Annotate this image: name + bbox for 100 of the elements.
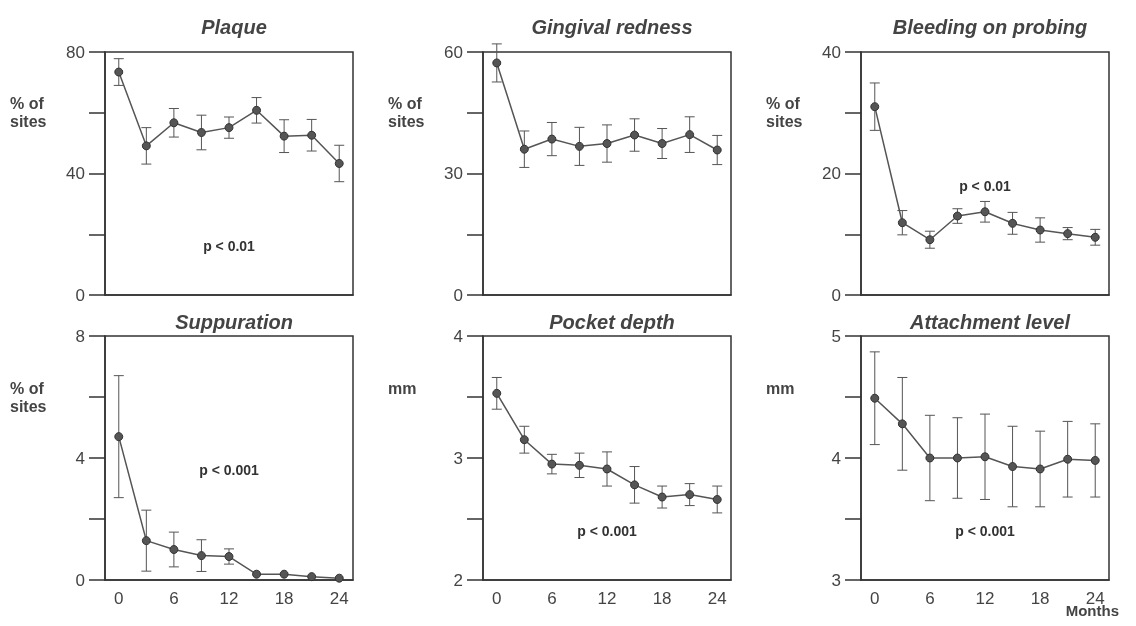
point <box>574 141 584 151</box>
y-axis-title: % of sites <box>10 95 49 131</box>
point <box>252 569 262 579</box>
annotation: p < 0.001 <box>955 523 1015 540</box>
point <box>547 459 557 469</box>
point <box>307 572 317 582</box>
point <box>1035 225 1045 235</box>
chart-title: Suppuration <box>175 311 293 333</box>
y-tick-label: 40 <box>66 164 85 183</box>
x-tick-label: 6 <box>169 589 179 608</box>
chart-title: Plaque <box>201 16 267 38</box>
y-tick-label: 60 <box>444 42 463 62</box>
point <box>897 419 907 429</box>
y-tick-label: 0 <box>831 285 841 305</box>
annotation: p < 0.01 <box>959 177 1012 194</box>
point <box>196 128 206 137</box>
point <box>279 569 289 579</box>
point <box>1063 454 1073 464</box>
point <box>224 552 234 562</box>
point <box>685 130 695 140</box>
x-tick-label: 0 <box>492 589 502 608</box>
x-tick-label: 12 <box>597 589 617 608</box>
x-tick-label: 18 <box>1030 589 1050 608</box>
chart-title: Attachment level <box>908 311 1071 333</box>
y-tick-label: 4 <box>75 448 85 468</box>
point <box>712 145 722 155</box>
x-tick-label: 18 <box>274 589 294 608</box>
x-tick-label: 24 <box>707 589 727 608</box>
y-axis-title: mm <box>766 379 795 397</box>
point <box>574 460 584 470</box>
y-tick-label: 0 <box>453 285 463 305</box>
y-tick-label: 4 <box>831 448 841 468</box>
point <box>657 139 667 149</box>
point <box>1008 462 1018 472</box>
point <box>279 131 289 141</box>
y-tick-label: 8 <box>75 326 85 346</box>
x-tick-label: 12 <box>219 589 239 608</box>
x-tick-label: 12 <box>975 589 995 608</box>
y-tick-label: 2 <box>453 570 463 590</box>
y-tick-label: 80 <box>66 42 85 62</box>
y-axis-title: % of sites <box>10 379 49 415</box>
chart-title: Gingival redness <box>531 16 693 38</box>
y-tick-label: 0 <box>75 285 85 305</box>
y-tick-label: 3 <box>831 570 841 590</box>
point <box>334 158 344 168</box>
point <box>712 494 722 504</box>
point <box>870 102 880 112</box>
point <box>980 452 990 462</box>
y-tick-label: 3 <box>453 448 463 468</box>
point <box>897 218 907 228</box>
point <box>925 235 935 245</box>
point <box>224 123 234 133</box>
point <box>630 130 640 140</box>
x-tick-label: 0 <box>114 589 124 608</box>
point <box>169 118 179 128</box>
point <box>1035 464 1045 474</box>
point <box>141 141 151 151</box>
point <box>169 545 179 554</box>
point <box>870 393 880 403</box>
y-tick-label: 5 <box>831 326 841 346</box>
y-axis-title: % of sites <box>388 95 427 131</box>
x-tick-label: 6 <box>547 589 557 608</box>
point <box>519 144 529 154</box>
point <box>114 432 124 442</box>
point <box>980 207 990 217</box>
y-tick-label: 20 <box>822 164 841 183</box>
point <box>925 453 935 463</box>
annotation: p < 0.001 <box>199 462 259 479</box>
point <box>519 435 529 445</box>
point <box>602 139 612 149</box>
x-tick-label: 24 <box>329 589 349 608</box>
y-tick-label: 4 <box>453 326 463 346</box>
point <box>657 492 667 502</box>
point <box>630 480 640 490</box>
y-tick-label: 0 <box>75 570 85 590</box>
chart-title: Bleeding on probing <box>892 16 1088 38</box>
point <box>492 58 502 68</box>
point <box>602 464 612 474</box>
point <box>196 551 206 561</box>
y-axis-title: mm <box>388 379 417 397</box>
point <box>1090 455 1100 465</box>
point <box>252 105 262 115</box>
point <box>114 67 124 77</box>
point <box>1090 232 1100 242</box>
y-axis-title: % of sites <box>766 95 805 131</box>
point <box>685 490 695 500</box>
point <box>952 453 962 463</box>
x-tick-label: 18 <box>652 589 672 608</box>
y-tick-label: 30 <box>444 164 463 183</box>
point <box>307 130 317 140</box>
x-tick-label: 0 <box>870 589 880 608</box>
point <box>547 134 557 144</box>
x-tick-label: 6 <box>925 589 935 608</box>
point <box>492 388 502 398</box>
point <box>334 573 344 583</box>
point <box>1008 218 1018 228</box>
annotation: p < 0.001 <box>577 523 637 540</box>
chart-title: Pocket depth <box>549 311 675 333</box>
point <box>141 536 151 546</box>
annotation: p < 0.01 <box>203 238 256 255</box>
